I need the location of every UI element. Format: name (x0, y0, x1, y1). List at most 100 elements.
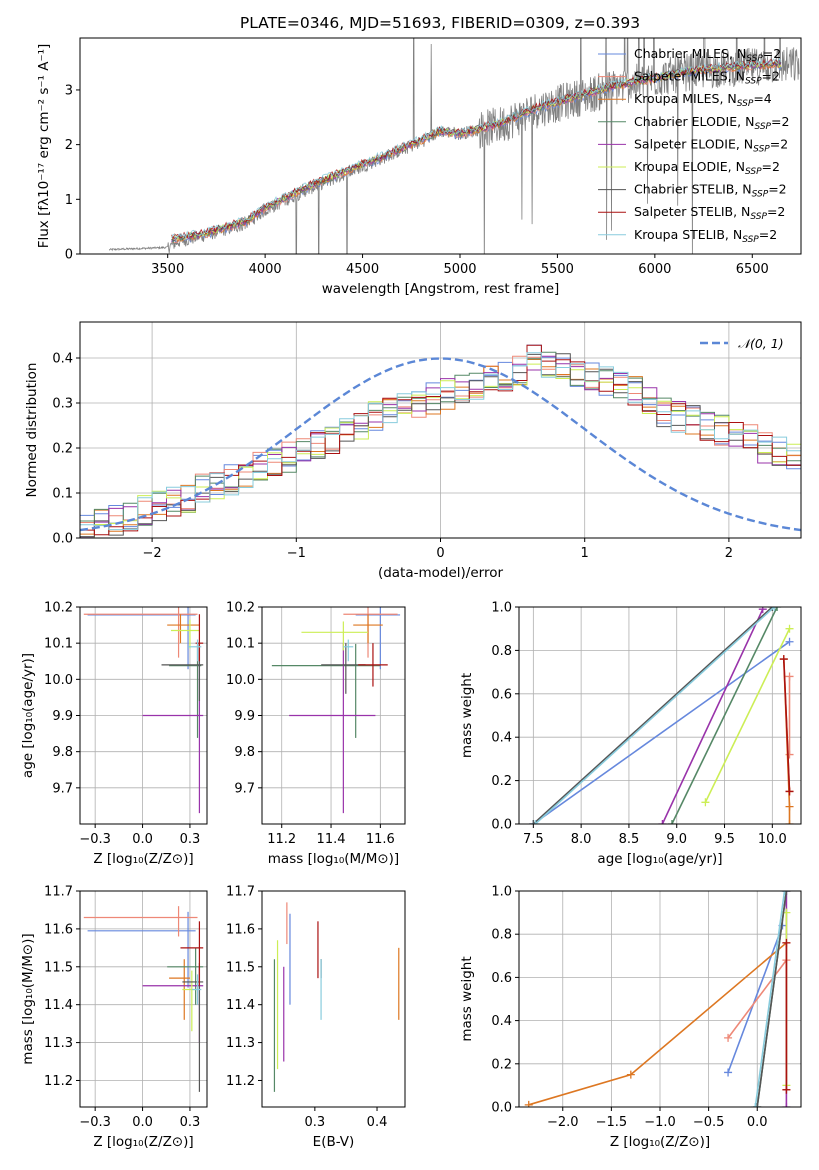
plot-area (273, 902, 400, 1092)
x-tick-label: 5000 (443, 262, 476, 277)
mass-weight-point (724, 1068, 733, 1077)
legend-nssp-value: =2 (768, 182, 786, 197)
x-tick-label: −0.3 (79, 1115, 111, 1130)
y-tick-label: 9.9 (52, 709, 73, 724)
mass-weight-point (751, 1103, 760, 1107)
x-tick-label: 4000 (249, 262, 282, 277)
y-tick-label: 0.0 (491, 818, 512, 833)
x-axis-label: mass [log₁₀(M/M⊙)] (268, 851, 399, 867)
mass-weight-point (782, 938, 791, 947)
y-tick-label: 11.6 (226, 922, 255, 937)
legend-entry-0: Chabrier MILES, NSSP=2 (634, 46, 781, 64)
y-tick-label: 1.0 (491, 885, 512, 900)
legend-nssp-value: =2 (759, 227, 777, 242)
x-tick-label: 9.0 (666, 832, 687, 847)
y-tick-label: 11.3 (44, 1036, 73, 1051)
y-axis-label: Flux [fλ10⁻¹⁷ erg cm⁻² s⁻¹ A⁻¹] (36, 44, 52, 249)
plot-area (524, 891, 791, 1107)
y-tick-label: 10.2 (44, 601, 73, 616)
x-tick-label: 3500 (151, 262, 184, 277)
x-tick-label: 2 (725, 546, 733, 561)
mass-weight-point (780, 891, 789, 895)
x-tick-label: −0.3 (79, 832, 111, 847)
axes-frame (79, 37, 802, 255)
legend-entry-6: Chabrier STELIB, NSSP=2 (634, 182, 787, 200)
x-tick-label: 6000 (638, 262, 671, 277)
legend-nssp-value: =2 (767, 204, 785, 219)
mass-weight-vs-age-panel: 7.5 8.0 8.5 9.0 9.5 10.0 0.0 0.2 0.4 0.6 0.8 1.0 age… (459, 601, 802, 867)
x-tick-label: −1 (287, 546, 306, 561)
histogram-step-2 (80, 359, 801, 535)
legend-entry-2: Kroupa MILES, NSSP=4 (634, 91, 772, 109)
age-vs-mass-panel: 11.2 11.4 11.6 9.7 9.8 9.9 10.0 10.1 10.2 mass [l… (226, 601, 406, 867)
x-tick-label: 9.5 (714, 832, 735, 847)
mass-weight-point (626, 1070, 635, 1079)
legend-model-name: Kroupa ELODIE, N (634, 159, 745, 174)
histogram-step-5 (80, 363, 801, 538)
legend-model-name: Chabrier MILES, N (634, 46, 746, 61)
x-tick-label: 7.5 (523, 832, 544, 847)
y-tick-label: 3 (65, 83, 73, 98)
x-tick-label: 0.0 (132, 1115, 153, 1130)
y-tick-label: 9.8 (52, 745, 73, 760)
x-tick-label: 0.0 (747, 1115, 768, 1130)
y-tick-label: 10.1 (226, 637, 255, 652)
x-tick-label: 11.2 (267, 832, 296, 847)
legend-subscript: SSP (742, 235, 759, 245)
y-tick-label: 0.8 (491, 644, 512, 659)
normal-distribution-curve (80, 357, 801, 532)
figure-title: PLATE=0346, MJD=51693, FIBERID=0309, z=0… (240, 14, 640, 32)
y-tick-label: 9.7 (234, 781, 255, 796)
legend-subscript: SSP (752, 190, 769, 200)
x-tick-label: 8.5 (619, 832, 640, 847)
x-tick-label: 0 (436, 546, 444, 561)
mass-weight-point (782, 891, 791, 895)
legend-model-name: Salpeter STELIB, N (634, 204, 750, 219)
legend-subscript: SSP (754, 122, 771, 132)
x-axis-label: Z [log₁₀(Z/Z⊙)] (610, 1134, 710, 1150)
mass-weight-point (701, 798, 710, 807)
x-tick-label: 6500 (736, 262, 769, 277)
x-axis-label: Z [log₁₀(Z/Z⊙)] (93, 1134, 193, 1150)
x-tick-label: 0.3 (180, 832, 201, 847)
y-tick-label: 0.3 (52, 397, 73, 412)
y-tick-label: 0.4 (491, 1014, 512, 1029)
axes-frame (518, 890, 802, 1108)
legend-entry-1: Salpeter MILES, NSSP=2 (634, 69, 780, 87)
y-axis-label: Normed distribution (24, 363, 40, 498)
x-tick-label: −2.0 (547, 1115, 579, 1130)
legend-model-name: Chabrier STELIB, N (634, 182, 752, 197)
legend-subscript: SSP (737, 99, 754, 109)
mass-weight-point (782, 1103, 791, 1107)
x-tick-label: −0.5 (693, 1115, 725, 1130)
x-tick-label: 11.4 (317, 832, 346, 847)
mass-weight-line-1 (727, 959, 788, 1039)
y-tick-label: 0.0 (491, 1101, 512, 1116)
mass-weight-point (770, 607, 779, 611)
legend-model-name: Salpeter ELODIE, N (634, 136, 753, 151)
mass-vs-metallicity-panel: −0.3 0.0 0.3 11.2 11.3 11.4 11.5 11.6 11.7 Z [log… (20, 885, 208, 1150)
x-tick-label: −2 (143, 546, 162, 561)
x-tick-label: 5500 (541, 262, 574, 277)
plot-area (83, 906, 204, 1092)
legend-entry-8: Kroupa STELIB, NSSP=2 (634, 227, 777, 245)
y-tick-label: 1.0 (491, 601, 512, 616)
y-tick-label: 11.4 (226, 998, 255, 1013)
age-vs-metallicity-panel: −0.3 0.0 0.3 9.7 9.8 9.9 10.0 10.1 10.2 Z [log₁₀(… (20, 601, 208, 867)
y-tick-label: 11.7 (226, 885, 255, 900)
axes-frame (518, 606, 802, 825)
legend-subscript: SSP (745, 167, 762, 177)
y-tick-label: 2 (65, 138, 73, 153)
x-tick-label: 11.6 (366, 832, 395, 847)
y-tick-label: 11.2 (226, 1074, 255, 1089)
legend-subscript: SSP (745, 77, 762, 87)
mass-weight-point (658, 820, 667, 824)
mass-weight-point (779, 655, 788, 664)
y-tick-label: 0.1 (52, 487, 73, 502)
mass-weight-point (773, 607, 782, 611)
y-tick-label: 11.5 (44, 960, 73, 975)
legend-model-name: Chabrier ELODIE, N (634, 114, 754, 129)
legend-nssp-value: =4 (753, 91, 771, 106)
y-tick-label: 1 (65, 193, 73, 208)
x-tick-label: 0.0 (132, 832, 153, 847)
